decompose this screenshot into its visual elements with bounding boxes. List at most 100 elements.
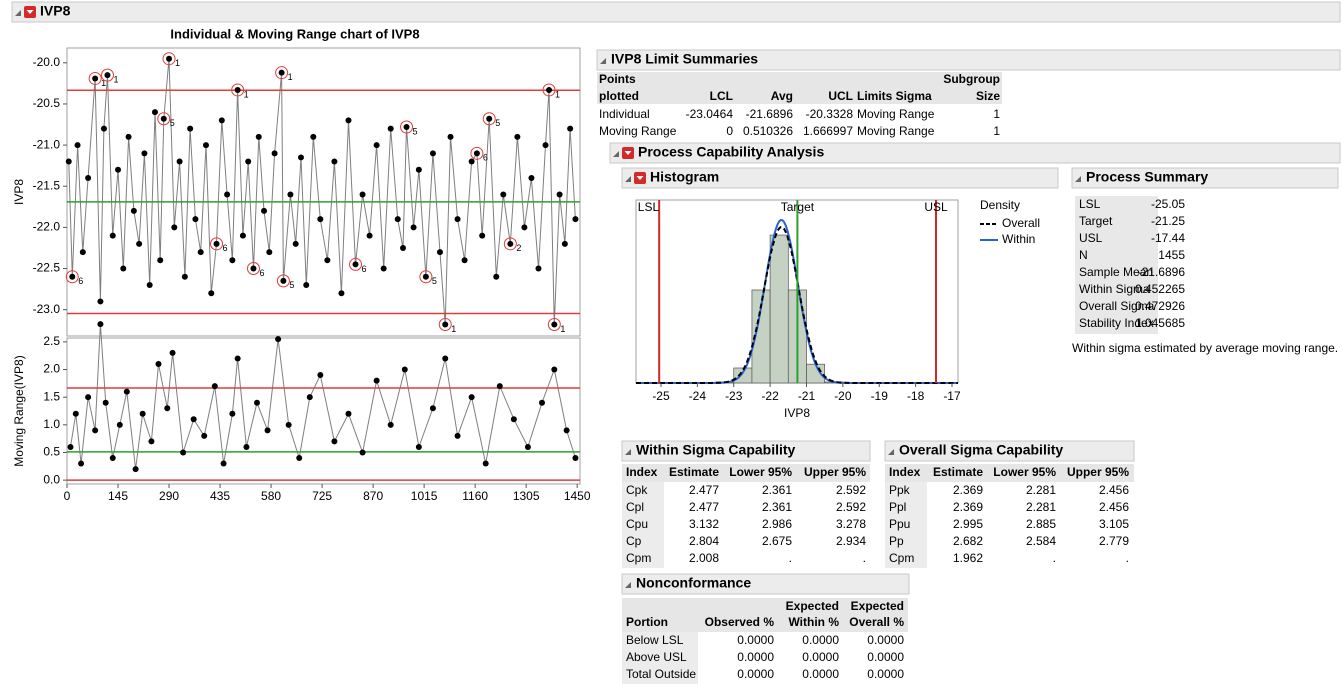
data-point — [133, 466, 139, 472]
data-point — [101, 126, 107, 132]
data-point — [148, 438, 154, 444]
data-point — [416, 167, 422, 173]
column-header: LCL — [710, 89, 733, 103]
data-point — [170, 350, 176, 356]
data-point — [266, 249, 272, 255]
data-point — [331, 438, 337, 444]
column-header: Subgroup — [943, 72, 1000, 86]
table-cell: 2.804 — [689, 534, 719, 548]
data-point — [221, 461, 227, 467]
table-cell: 1 — [993, 124, 1000, 138]
table-cell: 2.986 — [762, 517, 792, 531]
table-cell: 0.0000 — [802, 650, 839, 664]
data-point — [528, 175, 534, 181]
x-axis-label: IVP8 — [784, 406, 810, 420]
data-point — [126, 134, 132, 140]
data-point — [374, 378, 380, 384]
data-point — [448, 134, 454, 140]
data-point — [212, 383, 218, 389]
x-tick-label: 870 — [363, 489, 383, 503]
table-cell: 2.281 — [1026, 483, 1056, 497]
flag-label: 1 — [451, 324, 456, 334]
section-title: Within Sigma Capability — [636, 442, 796, 458]
x-tick-label: -20 — [834, 389, 852, 403]
data-point — [75, 142, 81, 148]
data-point — [353, 261, 359, 267]
data-point — [147, 282, 153, 288]
flag-label: 6 — [483, 153, 488, 163]
data-point — [514, 134, 520, 140]
data-point — [103, 400, 109, 406]
y-tick-label: 2.5 — [43, 334, 60, 348]
x-tick-label: 145 — [108, 489, 128, 503]
data-point — [423, 274, 429, 280]
column-header: Portion — [626, 615, 668, 629]
legend-label: Within — [1002, 232, 1035, 246]
data-point — [437, 249, 443, 255]
table-cell: 2.477 — [689, 483, 719, 497]
section-title: Nonconformance — [636, 575, 751, 591]
data-point — [551, 321, 557, 327]
data-point — [507, 241, 513, 247]
data-point — [240, 233, 246, 239]
data-point — [539, 400, 545, 406]
table-cell: 2.934 — [836, 534, 866, 548]
data-point — [567, 126, 573, 132]
data-point — [564, 427, 570, 433]
data-point — [66, 159, 72, 165]
column-header: Observed % — [705, 615, 775, 629]
data-point — [245, 159, 251, 165]
data-point — [78, 461, 84, 467]
data-point — [171, 224, 177, 230]
data-point — [235, 355, 241, 361]
data-point — [80, 249, 86, 255]
x-tick-label: 1160 — [462, 489, 488, 503]
data-point — [345, 411, 351, 417]
histogram-bar — [806, 364, 824, 383]
table-cell: Ppl — [889, 500, 906, 514]
flag-label: 1 — [113, 75, 118, 85]
data-point — [430, 405, 436, 411]
data-point — [546, 87, 552, 93]
data-point — [136, 241, 142, 247]
column-header: Index — [889, 465, 921, 479]
section-title: IVP8 — [40, 3, 71, 19]
data-point — [493, 274, 499, 280]
x-tick-label: -25 — [652, 389, 670, 403]
x-tick-label: 435 — [210, 489, 230, 503]
data-point — [381, 266, 387, 272]
flag-label: 5 — [432, 276, 437, 286]
histogram-bar — [734, 368, 752, 383]
spec-label: USL — [924, 200, 948, 214]
data-point — [286, 422, 292, 428]
data-point — [117, 422, 123, 428]
data-point — [543, 142, 549, 148]
data-point — [92, 427, 98, 433]
data-point — [535, 266, 541, 272]
legend-title: Density — [980, 198, 1020, 212]
y-tick-label: -20.0 — [33, 55, 61, 69]
table-cell: 3.105 — [1099, 517, 1129, 531]
data-point — [486, 116, 492, 122]
data-point — [317, 372, 323, 378]
y-tick-label: -21.5 — [33, 178, 61, 192]
column-header: UCL — [828, 89, 853, 103]
table-cell: 2.281 — [1026, 500, 1056, 514]
table-cell: 0.0000 — [737, 667, 774, 681]
y-tick-label: 2.0 — [43, 362, 60, 376]
column-header: Estimate — [933, 465, 983, 479]
data-point — [110, 233, 116, 239]
data-point — [455, 216, 461, 222]
y-tick-label: 0.0 — [43, 472, 60, 486]
data-point — [345, 117, 351, 123]
data-point — [85, 175, 91, 181]
table-cell: Moving Range — [857, 107, 935, 121]
data-point — [191, 416, 197, 422]
legend-label: Overall — [1002, 216, 1040, 230]
summary-value: 1.045685 — [1135, 316, 1185, 330]
table-cell: . — [1126, 551, 1129, 565]
data-point — [131, 208, 137, 214]
column-header: Expected — [851, 599, 904, 613]
section-title: IVP8 Limit Summaries — [611, 51, 758, 67]
flag-label: 6 — [223, 243, 228, 253]
